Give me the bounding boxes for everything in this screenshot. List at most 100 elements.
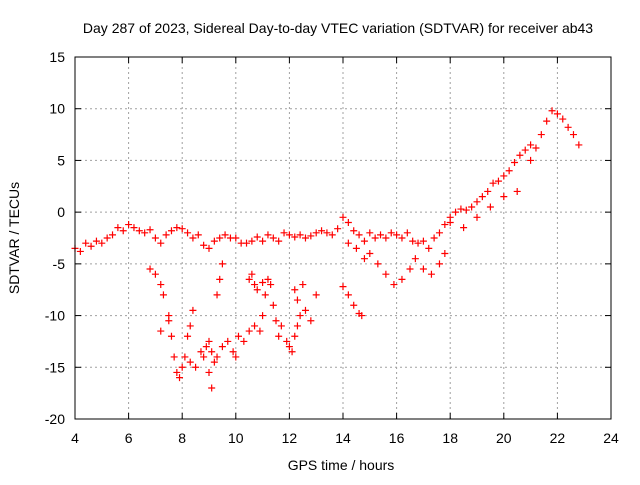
data-points (71, 107, 583, 392)
data-point (323, 229, 331, 237)
data-point (419, 237, 427, 245)
data-point (240, 337, 248, 345)
data-point (500, 172, 508, 180)
data-point (360, 237, 368, 245)
data-point (291, 332, 299, 340)
data-point (178, 363, 186, 371)
data-point (248, 270, 256, 278)
data-point (543, 117, 551, 125)
data-point (374, 260, 382, 268)
y-tick-label: -10 (45, 308, 65, 324)
data-point (208, 384, 216, 392)
data-point (245, 275, 253, 283)
data-point (511, 158, 519, 166)
data-point (339, 283, 347, 291)
data-point (382, 270, 390, 278)
x-tick-label: 4 (71, 430, 79, 446)
data-point (430, 234, 438, 242)
data-point (532, 144, 540, 152)
y-tick-label: 5 (57, 152, 65, 168)
data-point (452, 208, 460, 216)
x-tick-label: 8 (178, 430, 186, 446)
data-point (157, 327, 165, 335)
data-point (173, 224, 181, 232)
data-point (186, 322, 194, 330)
data-point (264, 275, 272, 283)
data-point (194, 231, 202, 239)
y-tick-label: -5 (53, 256, 66, 272)
data-point (328, 231, 336, 239)
data-point (462, 206, 470, 214)
data-point (218, 260, 226, 268)
x-tick-label: 12 (282, 430, 298, 446)
data-point (301, 234, 309, 242)
data-point (521, 146, 529, 154)
data-point (184, 229, 192, 237)
y-tick-label: -20 (45, 411, 65, 427)
data-point (489, 179, 497, 187)
data-point (216, 234, 224, 242)
data-point (184, 332, 192, 340)
data-point (339, 213, 347, 221)
data-point (280, 229, 288, 237)
data-point (256, 327, 264, 335)
data-point (210, 358, 218, 366)
data-point (135, 227, 143, 235)
data-point (390, 281, 398, 289)
data-point (382, 234, 390, 242)
data-point (344, 218, 352, 226)
data-point (569, 131, 577, 139)
data-point (146, 226, 154, 234)
x-tick-label: 6 (125, 430, 133, 446)
data-point (224, 337, 232, 345)
data-point (527, 156, 535, 164)
data-point (218, 343, 226, 351)
data-point (460, 224, 468, 232)
data-point (125, 221, 133, 229)
data-point (176, 374, 184, 382)
data-point (293, 296, 301, 304)
data-point (435, 229, 443, 237)
data-point (275, 332, 283, 340)
data-point (186, 358, 194, 366)
data-point (344, 239, 352, 247)
data-point (277, 322, 285, 330)
data-point (435, 260, 443, 268)
data-point (151, 270, 159, 278)
data-point (500, 193, 508, 201)
data-point (486, 203, 494, 211)
data-point (387, 229, 395, 237)
x-tick-label: 16 (389, 430, 405, 446)
data-point (82, 239, 90, 247)
data-point (291, 233, 299, 241)
data-point (87, 242, 95, 250)
data-point (334, 225, 342, 233)
y-axis-label: SDTVAR / TECUs (6, 182, 22, 294)
data-point (141, 229, 149, 237)
data-point (202, 343, 210, 351)
data-point (468, 203, 476, 211)
data-point (299, 281, 307, 289)
data-point (457, 205, 465, 213)
data-point (393, 231, 401, 239)
data-point (478, 193, 486, 201)
data-point (427, 270, 435, 278)
axis-ticks: 4 6 8 10 12 14 16 18 20 22 24 15 10 5 0 -5 -10 -15 -20 (45, 49, 619, 446)
data-point (350, 227, 358, 235)
data-point (114, 224, 122, 232)
data-point (272, 317, 280, 325)
data-point (251, 322, 259, 330)
y-tick-label: 15 (49, 49, 65, 65)
data-point (553, 110, 561, 118)
data-point (178, 225, 186, 233)
data-point (377, 231, 385, 239)
data-point (473, 198, 481, 206)
data-point (494, 177, 502, 185)
x-tick-label: 18 (442, 430, 458, 446)
data-point (288, 348, 296, 356)
data-point (205, 337, 213, 345)
data-point (414, 239, 422, 247)
data-point (216, 275, 224, 283)
